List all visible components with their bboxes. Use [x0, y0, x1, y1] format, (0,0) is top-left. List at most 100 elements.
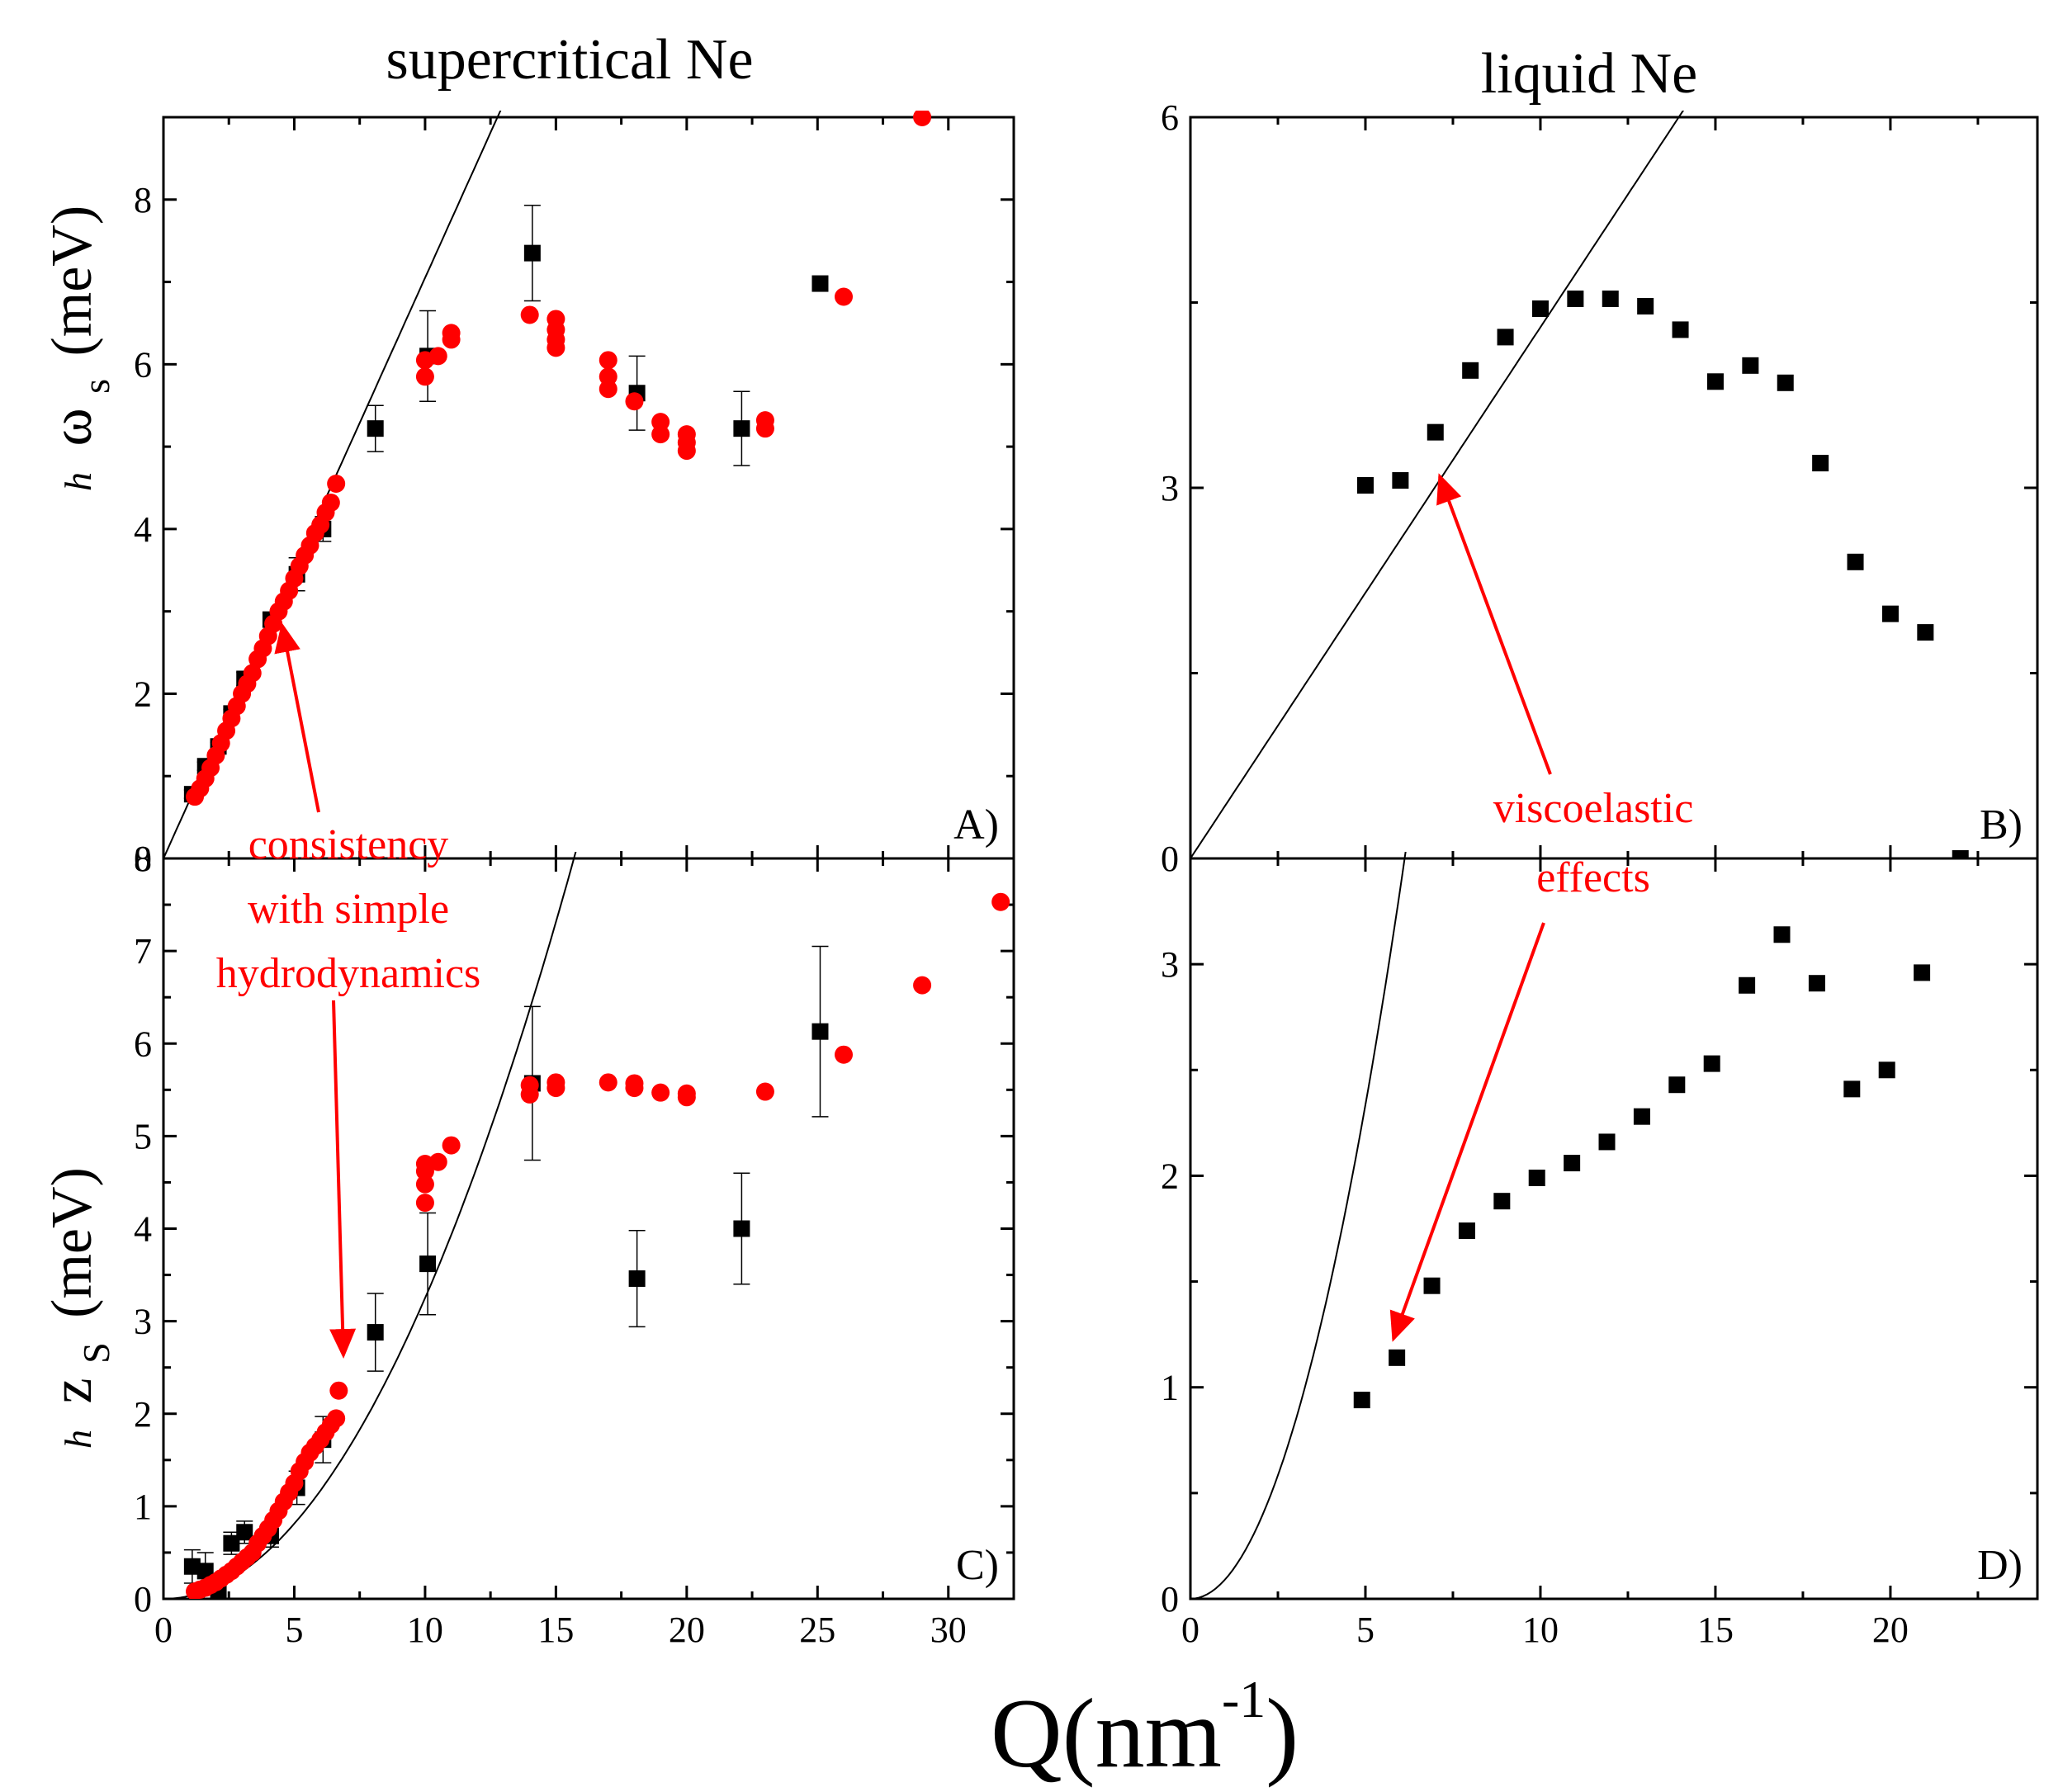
point-exp — [1914, 964, 1931, 981]
title-supercritical: supercritical Ne — [386, 28, 753, 92]
point-md — [442, 324, 461, 343]
point-exp — [236, 1524, 253, 1541]
panel-C: 0 5 10 15 20 25 30 0 1 2 3 4 5 6 7 8 C) — [134, 839, 1015, 1650]
point-exp — [1706, 373, 1724, 390]
xtick-label-C: 0 — [154, 1610, 173, 1650]
point-exp — [1952, 850, 1969, 858]
ylabel-top-rest: (meV) — [40, 206, 104, 357]
ylabel-bottom-rest: (meV) — [40, 1167, 104, 1318]
point-exp — [1703, 1055, 1720, 1072]
point-exp — [1668, 1076, 1686, 1094]
point-md — [243, 664, 262, 683]
xtick-label-D: 0 — [1181, 1610, 1199, 1650]
point-md — [835, 1045, 853, 1064]
arrow-consistency-down — [329, 1000, 357, 1359]
point-md — [677, 1084, 696, 1103]
point-md — [625, 392, 644, 411]
xtick-label-C: 30 — [930, 1610, 967, 1650]
point-exp — [733, 1220, 750, 1237]
frame-D — [1189, 857, 2039, 1601]
point-exp — [1567, 291, 1584, 308]
xtick-label-C: 15 — [537, 1610, 574, 1650]
point-exp — [1531, 300, 1549, 317]
point-md — [415, 1175, 434, 1194]
point-md — [755, 411, 774, 430]
frame-B — [1189, 116, 2039, 860]
ytick-label-C: 4 — [134, 1209, 152, 1250]
ylabel-top-omega: ω — [40, 408, 104, 446]
x-axis-label: Q(nm-1) — [991, 1670, 1299, 1788]
point-exp — [1392, 472, 1409, 489]
xtick-label-C: 20 — [669, 1610, 705, 1650]
point-exp — [1777, 374, 1794, 391]
point-exp — [1742, 357, 1759, 374]
ytick-label-B: 6 — [1161, 97, 1179, 138]
point-md — [442, 1136, 461, 1155]
arrow-viscoelastic-up — [1436, 473, 1552, 775]
point-md — [913, 111, 932, 126]
ytick-label-D: 0 — [1161, 1579, 1179, 1619]
xtick-label-D: 5 — [1356, 1610, 1375, 1650]
point-exp — [1356, 477, 1374, 494]
ytick-label-C: 0 — [134, 1579, 152, 1619]
point-exp — [183, 1558, 201, 1575]
point-exp — [733, 420, 750, 437]
point-md — [599, 367, 617, 386]
point-exp — [1423, 1277, 1441, 1294]
xtick-label-C: 5 — [285, 1610, 303, 1650]
hydrodynamic-curve-C — [163, 852, 577, 1599]
point-md — [599, 351, 617, 370]
point-exp — [367, 1324, 384, 1341]
annotation-viscoelastic-line2: effects — [1536, 854, 1650, 901]
point-exp — [367, 420, 384, 437]
point-md — [329, 1381, 348, 1400]
point-md — [991, 892, 1010, 911]
point-exp — [1458, 1222, 1475, 1240]
title-liquid: liquid Ne — [1481, 42, 1697, 106]
ytick-label-C: 5 — [134, 1116, 152, 1156]
ytick-label-C: 8 — [134, 839, 152, 879]
point-exp — [1672, 321, 1689, 338]
point-exp — [1847, 553, 1864, 570]
point-exp — [1427, 423, 1444, 441]
point-exp — [1917, 624, 1934, 641]
point-md — [520, 1076, 539, 1095]
point-exp — [223, 1534, 240, 1552]
hydrodynamic-curve-A — [163, 111, 502, 858]
point-exp — [811, 275, 829, 292]
point-exp — [1878, 1061, 1895, 1079]
xtick-label-C: 10 — [407, 1610, 443, 1650]
annotation-consistency-line1: consistency — [248, 821, 449, 868]
xtick-label-D: 20 — [1872, 1610, 1909, 1650]
ytick-label-A: 0 — [134, 839, 152, 879]
ylabel-top-sub: s — [75, 379, 117, 394]
point-exp — [1812, 455, 1829, 472]
point-md — [651, 1083, 670, 1102]
point-md — [327, 1409, 346, 1428]
ytick-label-A: 8 — [134, 180, 152, 220]
annotation-viscoelastic-line1: viscoelastic — [1493, 785, 1694, 832]
annotation-consistency: consistency with simple hydrodynamics — [216, 821, 481, 997]
point-md — [755, 1082, 774, 1101]
point-exp — [1389, 1349, 1406, 1366]
plot-area-B — [1190, 111, 1969, 858]
point-exp — [1497, 329, 1514, 346]
point-exp — [419, 1255, 437, 1273]
point-exp — [1528, 1169, 1545, 1186]
annotation-consistency-line3: hydrodynamics — [216, 950, 481, 997]
arrow-viscoelastic-down — [1389, 922, 1545, 1342]
panel-D: 0 5 10 15 20 0 1 2 3 D) — [1161, 852, 2039, 1650]
point-exp — [1739, 976, 1756, 994]
point-md — [625, 1074, 644, 1093]
ytick-label-C: 1 — [134, 1487, 152, 1527]
point-md — [547, 310, 565, 329]
point-exp — [523, 244, 541, 262]
ylabel-top: h ω s (meV) — [40, 206, 117, 491]
hydrodynamic-curve-D — [1190, 852, 1407, 1599]
ylabel-bottom: h z S (meV) — [40, 1167, 117, 1449]
point-md — [677, 425, 696, 444]
annotation-viscoelastic: viscoelastic effects — [1493, 785, 1694, 901]
point-exp — [1602, 291, 1619, 308]
point-exp — [628, 1270, 646, 1288]
